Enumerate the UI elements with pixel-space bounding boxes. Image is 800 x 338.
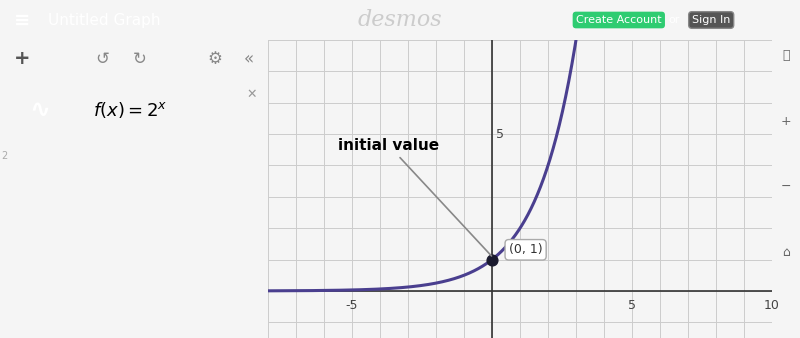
Text: $f(x) = 2^x$: $f(x) = 2^x$ [94, 100, 168, 121]
Text: 2: 2 [2, 151, 8, 161]
Text: ✕: ✕ [247, 88, 258, 101]
Text: initial value: initial value [338, 138, 491, 256]
Text: 🔧: 🔧 [782, 49, 790, 62]
Text: desmos: desmos [358, 9, 442, 31]
Text: -5: -5 [346, 299, 358, 312]
Text: +: + [14, 49, 30, 69]
Text: ⚙: ⚙ [207, 50, 222, 68]
Text: (0, 1): (0, 1) [509, 243, 542, 256]
Text: Create Account: Create Account [576, 15, 662, 25]
Text: −: − [781, 180, 791, 193]
Text: ↻: ↻ [133, 50, 146, 68]
Text: ≡: ≡ [14, 10, 30, 29]
Text: +: + [781, 115, 791, 127]
Point [486, 257, 498, 262]
Text: 5: 5 [628, 299, 636, 312]
Text: ⌂: ⌂ [782, 246, 790, 259]
Text: 5: 5 [496, 128, 504, 141]
Text: Sign In: Sign In [692, 15, 730, 25]
Text: ∿: ∿ [29, 98, 50, 122]
Text: or: or [668, 15, 679, 25]
Text: ↺: ↺ [95, 50, 109, 68]
Text: 10: 10 [764, 299, 780, 312]
Text: Untitled Graph: Untitled Graph [48, 13, 161, 27]
Text: «: « [244, 50, 254, 68]
